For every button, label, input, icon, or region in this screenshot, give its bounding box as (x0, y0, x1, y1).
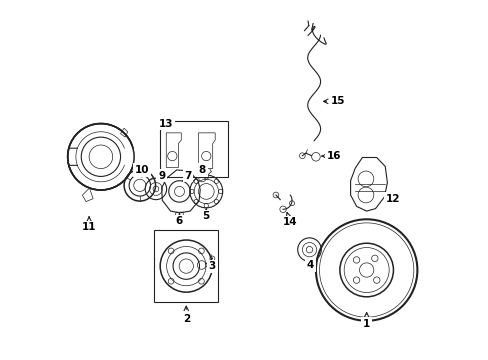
Text: 5: 5 (202, 209, 209, 221)
Text: 11: 11 (81, 217, 96, 232)
Polygon shape (198, 133, 215, 168)
Text: 16: 16 (321, 151, 340, 161)
Text: 15: 15 (323, 96, 345, 107)
Text: 4: 4 (306, 260, 314, 270)
Text: 13: 13 (158, 118, 173, 129)
Text: 2: 2 (183, 306, 189, 324)
Bar (160, 121, 227, 177)
Text: 10: 10 (135, 165, 149, 177)
Bar (154, 230, 218, 302)
Text: 3: 3 (206, 261, 216, 271)
Polygon shape (166, 133, 181, 167)
Text: 9: 9 (158, 171, 165, 181)
Text: 6: 6 (176, 214, 183, 226)
Text: 7: 7 (183, 171, 191, 181)
Text: 8: 8 (198, 165, 205, 175)
Text: 1: 1 (362, 312, 369, 329)
Text: 12: 12 (385, 194, 399, 204)
Text: 14: 14 (283, 212, 297, 227)
